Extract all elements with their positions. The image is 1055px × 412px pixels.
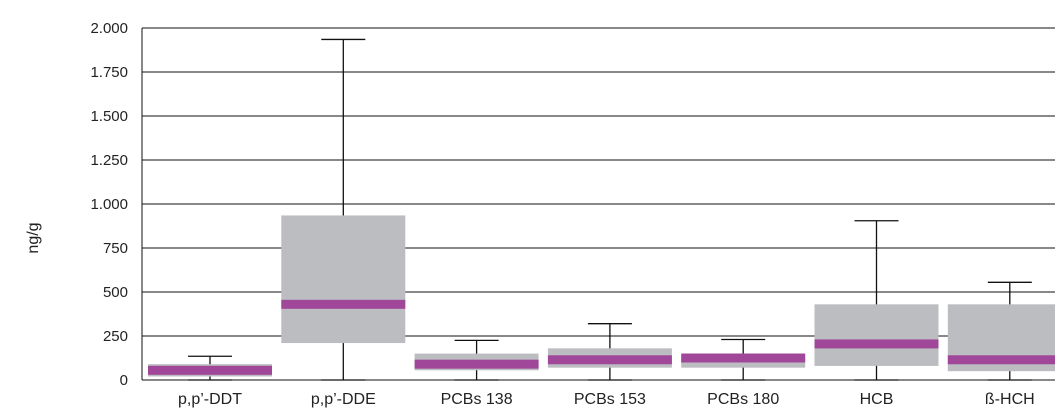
iqr-box [281, 215, 405, 343]
y-axis-title: ng/g [25, 222, 42, 253]
y-tick-label: 1.000 [90, 196, 128, 213]
box-3 [415, 340, 539, 380]
box-5 [681, 340, 805, 380]
y-tick-label: 1.750 [90, 64, 128, 81]
box-7 [948, 282, 1055, 380]
median-bar [415, 360, 539, 369]
median-bar [548, 355, 672, 364]
iqr-box [815, 304, 939, 366]
category-label: ß-HCH [985, 391, 1035, 408]
category-label: PCBs 138 [441, 391, 513, 408]
y-tick-label: 0 [120, 372, 128, 389]
category-label: PCBs 153 [574, 391, 646, 408]
box-2 [281, 39, 405, 380]
median-bar [815, 339, 939, 348]
median-bar [281, 300, 405, 309]
y-tick-label: 2.000 [90, 20, 128, 37]
box-1 [148, 356, 272, 380]
y-tick-label: 500 [103, 284, 128, 301]
y-tick-label: 250 [103, 328, 128, 345]
median-bar [148, 366, 272, 375]
median-bar [681, 354, 805, 363]
category-label: HCB [860, 391, 894, 408]
y-tick-label: 750 [103, 240, 128, 257]
category-label: p,p’-DDT [178, 391, 242, 408]
y-tick-label: 1.500 [90, 108, 128, 125]
box-6 [815, 221, 939, 380]
y-tick-label: 1.250 [90, 152, 128, 169]
y-tick-labels: 0 250 500 750 1.000 1.250 1.500 1.750 2.000 [90, 20, 128, 389]
boxes [148, 39, 1055, 380]
category-labels: p,p’-DDT p,p’-DDE PCBs 138 PCBs 153 PCBs 180… [178, 391, 1035, 408]
median-bar [948, 355, 1055, 364]
box-4 [548, 324, 672, 380]
category-label: PCBs 180 [707, 391, 779, 408]
category-label: p,p’-DDE [311, 391, 376, 408]
